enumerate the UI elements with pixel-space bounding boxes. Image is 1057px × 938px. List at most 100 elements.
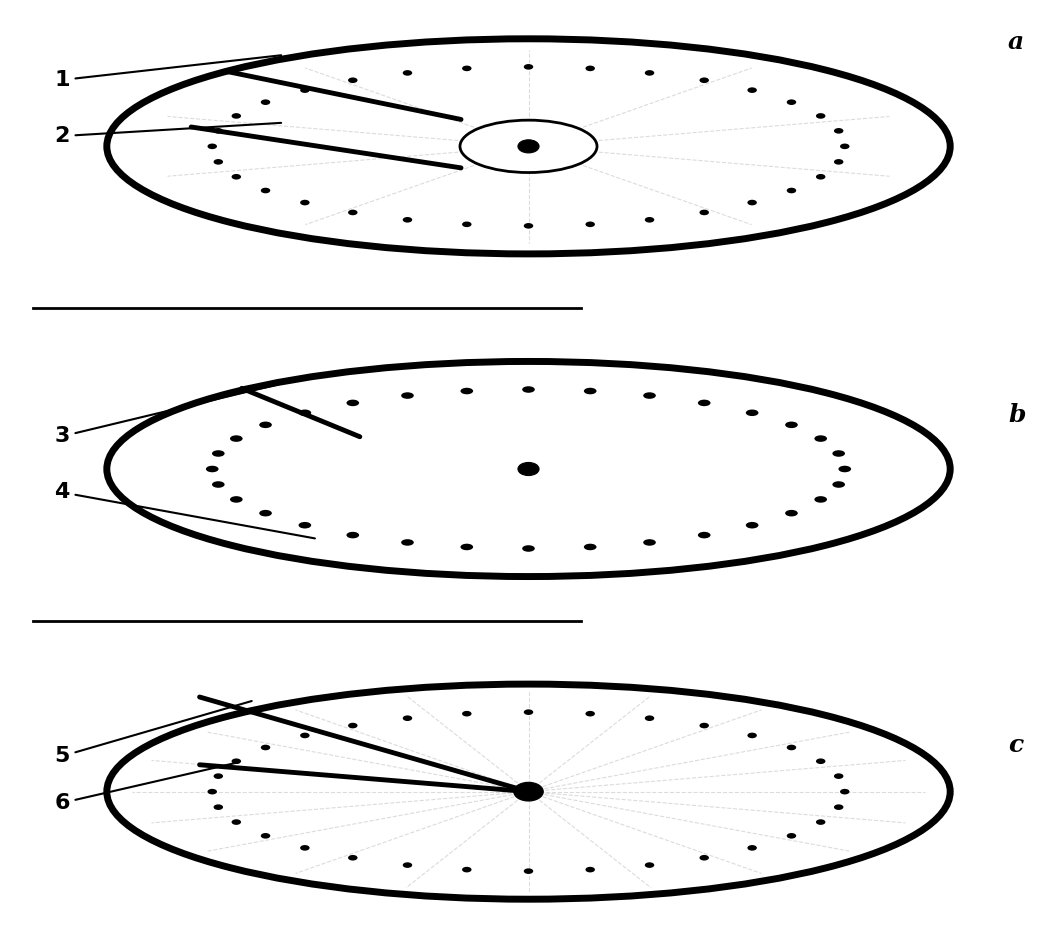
Ellipse shape bbox=[518, 462, 539, 476]
Ellipse shape bbox=[212, 481, 225, 488]
Ellipse shape bbox=[816, 759, 826, 764]
Text: 4: 4 bbox=[55, 482, 315, 538]
Ellipse shape bbox=[746, 410, 759, 416]
Ellipse shape bbox=[746, 522, 759, 528]
Ellipse shape bbox=[300, 200, 310, 205]
Ellipse shape bbox=[462, 221, 471, 227]
Ellipse shape bbox=[403, 862, 412, 868]
Ellipse shape bbox=[403, 716, 412, 721]
Ellipse shape bbox=[107, 684, 950, 900]
Ellipse shape bbox=[214, 773, 223, 779]
Ellipse shape bbox=[212, 450, 225, 457]
Ellipse shape bbox=[786, 99, 796, 105]
Text: 5: 5 bbox=[55, 701, 252, 766]
Ellipse shape bbox=[259, 421, 272, 428]
Ellipse shape bbox=[814, 496, 827, 503]
Ellipse shape bbox=[524, 709, 533, 715]
Ellipse shape bbox=[403, 217, 412, 222]
Ellipse shape bbox=[348, 855, 357, 860]
Text: 6: 6 bbox=[54, 763, 239, 813]
Ellipse shape bbox=[747, 733, 757, 738]
Ellipse shape bbox=[747, 845, 757, 851]
Text: c: c bbox=[1008, 733, 1023, 757]
Ellipse shape bbox=[700, 78, 709, 83]
Ellipse shape bbox=[700, 209, 709, 215]
Ellipse shape bbox=[700, 723, 709, 729]
Ellipse shape bbox=[644, 392, 655, 399]
Ellipse shape bbox=[524, 869, 533, 874]
Ellipse shape bbox=[462, 66, 471, 71]
Ellipse shape bbox=[348, 78, 357, 83]
Ellipse shape bbox=[107, 361, 950, 577]
Ellipse shape bbox=[300, 87, 310, 93]
Text: 2: 2 bbox=[55, 123, 281, 146]
Ellipse shape bbox=[460, 120, 597, 173]
Ellipse shape bbox=[786, 745, 796, 750]
Ellipse shape bbox=[207, 144, 217, 149]
Text: 1: 1 bbox=[54, 55, 281, 90]
Ellipse shape bbox=[518, 140, 539, 153]
Ellipse shape bbox=[214, 159, 223, 165]
Ellipse shape bbox=[786, 833, 796, 839]
Ellipse shape bbox=[231, 819, 241, 825]
Ellipse shape bbox=[786, 188, 796, 193]
Text: a: a bbox=[1008, 30, 1024, 53]
Ellipse shape bbox=[519, 786, 538, 797]
Ellipse shape bbox=[348, 209, 357, 215]
Ellipse shape bbox=[462, 867, 471, 872]
Ellipse shape bbox=[586, 66, 595, 71]
Ellipse shape bbox=[403, 70, 412, 76]
Ellipse shape bbox=[300, 845, 310, 851]
Ellipse shape bbox=[230, 496, 243, 503]
Ellipse shape bbox=[461, 387, 474, 394]
Ellipse shape bbox=[261, 833, 271, 839]
Ellipse shape bbox=[832, 450, 845, 457]
Ellipse shape bbox=[583, 387, 596, 394]
Ellipse shape bbox=[259, 510, 272, 517]
Ellipse shape bbox=[230, 435, 243, 442]
Ellipse shape bbox=[586, 867, 595, 872]
Ellipse shape bbox=[586, 711, 595, 717]
Ellipse shape bbox=[347, 400, 359, 406]
Ellipse shape bbox=[522, 386, 535, 393]
Ellipse shape bbox=[214, 805, 223, 810]
Ellipse shape bbox=[261, 188, 271, 193]
Ellipse shape bbox=[838, 466, 851, 472]
Ellipse shape bbox=[583, 544, 596, 551]
Ellipse shape bbox=[514, 782, 543, 801]
Ellipse shape bbox=[524, 64, 533, 69]
Ellipse shape bbox=[300, 733, 310, 738]
Ellipse shape bbox=[231, 759, 241, 764]
Ellipse shape bbox=[524, 223, 533, 229]
Ellipse shape bbox=[207, 789, 217, 794]
Ellipse shape bbox=[644, 539, 655, 546]
Ellipse shape bbox=[747, 200, 757, 205]
Ellipse shape bbox=[261, 99, 271, 105]
Ellipse shape bbox=[700, 855, 709, 860]
Ellipse shape bbox=[840, 144, 850, 149]
Ellipse shape bbox=[522, 545, 535, 552]
Ellipse shape bbox=[461, 544, 474, 551]
Ellipse shape bbox=[402, 392, 413, 399]
Ellipse shape bbox=[814, 435, 827, 442]
Text: 3: 3 bbox=[55, 384, 281, 446]
Ellipse shape bbox=[645, 716, 654, 721]
Ellipse shape bbox=[348, 723, 357, 729]
Ellipse shape bbox=[698, 400, 710, 406]
Ellipse shape bbox=[840, 789, 850, 794]
Ellipse shape bbox=[834, 128, 843, 133]
Ellipse shape bbox=[214, 128, 223, 133]
Ellipse shape bbox=[462, 711, 471, 717]
Ellipse shape bbox=[231, 174, 241, 179]
Ellipse shape bbox=[402, 539, 413, 546]
Ellipse shape bbox=[586, 221, 595, 227]
Ellipse shape bbox=[785, 421, 798, 428]
Ellipse shape bbox=[107, 38, 950, 254]
Ellipse shape bbox=[645, 862, 654, 868]
Ellipse shape bbox=[816, 174, 826, 179]
Ellipse shape bbox=[206, 466, 219, 472]
Ellipse shape bbox=[298, 522, 311, 528]
Text: b: b bbox=[1008, 402, 1025, 427]
Ellipse shape bbox=[298, 410, 311, 416]
Ellipse shape bbox=[834, 773, 843, 779]
